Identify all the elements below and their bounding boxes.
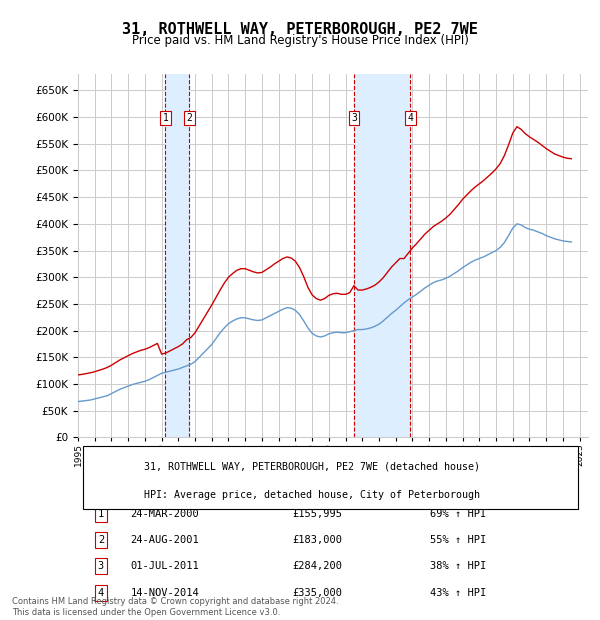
Text: 24-AUG-2001: 24-AUG-2001	[130, 535, 199, 545]
Text: Price paid vs. HM Land Registry's House Price Index (HPI): Price paid vs. HM Land Registry's House …	[131, 34, 469, 47]
Text: £155,995: £155,995	[293, 508, 343, 518]
Text: 1: 1	[163, 113, 169, 123]
Text: 31, ROTHWELL WAY, PETERBOROUGH, PE2 7WE: 31, ROTHWELL WAY, PETERBOROUGH, PE2 7WE	[122, 22, 478, 37]
Text: 69% ↑ HPI: 69% ↑ HPI	[430, 508, 486, 518]
Bar	[166, 74, 189, 437]
Text: £335,000: £335,000	[293, 588, 343, 598]
Text: 55% ↑ HPI: 55% ↑ HPI	[430, 535, 486, 545]
Text: 2: 2	[98, 535, 104, 545]
Text: 2: 2	[186, 113, 192, 123]
Text: 24-MAR-2000: 24-MAR-2000	[130, 508, 199, 518]
Text: £183,000: £183,000	[293, 535, 343, 545]
Text: 1: 1	[98, 508, 104, 518]
Text: 3: 3	[351, 113, 357, 123]
Text: 01-JUL-2011: 01-JUL-2011	[130, 561, 199, 572]
Text: £284,200: £284,200	[293, 561, 343, 572]
Text: 4: 4	[98, 588, 104, 598]
Text: 14-NOV-2014: 14-NOV-2014	[130, 588, 199, 598]
Bar	[354, 74, 410, 437]
Text: 3: 3	[98, 561, 104, 572]
Text: Contains HM Land Registry data © Crown copyright and database right 2024.
This d: Contains HM Land Registry data © Crown c…	[12, 598, 338, 617]
Text: 4: 4	[407, 113, 413, 123]
Text: HPI: Average price, detached house, City of Peterborough: HPI: Average price, detached house, City…	[145, 490, 481, 500]
Text: 43% ↑ HPI: 43% ↑ HPI	[430, 588, 486, 598]
Text: 31, ROTHWELL WAY, PETERBOROUGH, PE2 7WE (detached house): 31, ROTHWELL WAY, PETERBOROUGH, PE2 7WE …	[145, 461, 481, 472]
Text: 38% ↑ HPI: 38% ↑ HPI	[430, 561, 486, 572]
FancyBboxPatch shape	[83, 446, 578, 508]
